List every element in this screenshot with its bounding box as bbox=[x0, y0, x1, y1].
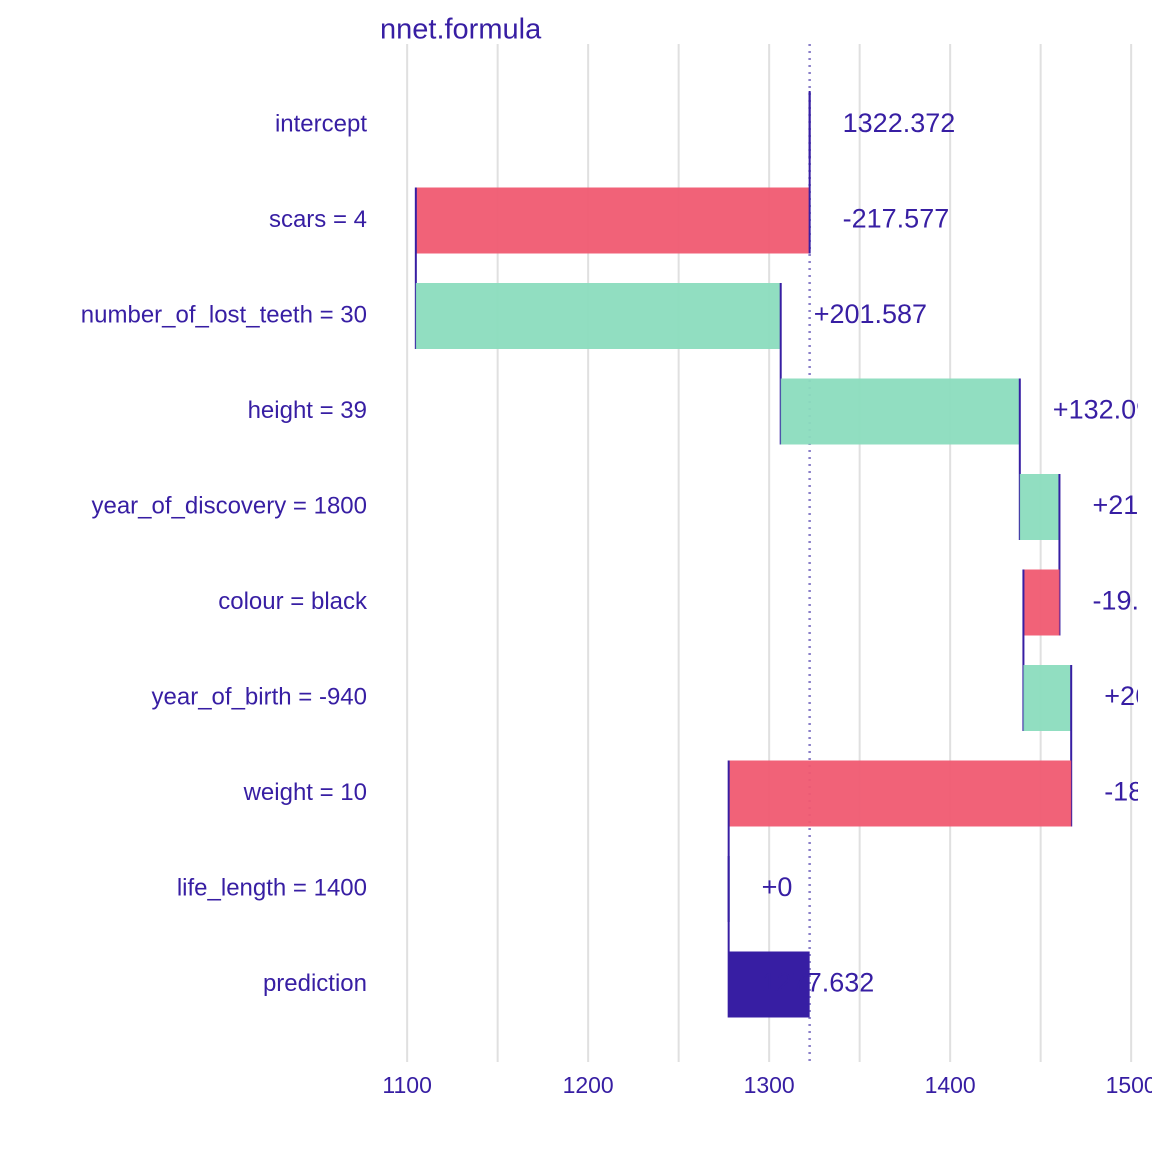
value-label: -19.902 bbox=[1092, 586, 1152, 616]
value-label: +21.905 bbox=[1092, 490, 1152, 520]
value-label: -217.577 bbox=[843, 204, 950, 234]
value-label: +26.397 bbox=[1104, 681, 1152, 711]
category-label: life_length = 1400 bbox=[177, 874, 367, 901]
category-label: colour = black bbox=[218, 588, 368, 615]
bar bbox=[780, 378, 1020, 445]
bar bbox=[1019, 474, 1060, 540]
x-tick-label: 1500 bbox=[1106, 1072, 1152, 1098]
bar bbox=[728, 951, 810, 1018]
bar bbox=[415, 283, 781, 349]
category-label: prediction bbox=[263, 970, 367, 997]
x-tick-label: 1300 bbox=[744, 1072, 795, 1098]
plot-area: 1322.372 -217.577 +201.587 +132.098 +21.905 -… bbox=[414, 44, 1152, 1062]
value-label: +132.098 bbox=[1053, 395, 1152, 425]
category-label: height = 39 bbox=[248, 397, 367, 424]
category-label: scars = 4 bbox=[269, 206, 367, 233]
category-label: year_of_birth = -940 bbox=[152, 683, 367, 710]
chart-title: nnet.formula bbox=[380, 14, 542, 46]
x-tick-label: 1100 bbox=[382, 1072, 431, 1098]
bar bbox=[1023, 569, 1060, 636]
category-label: weight = 10 bbox=[243, 779, 367, 806]
value-label: -189.248 bbox=[1104, 777, 1152, 807]
x-tick-label: 1200 bbox=[563, 1072, 614, 1098]
value-label: 1277.632 bbox=[762, 968, 875, 998]
bar bbox=[415, 187, 810, 254]
category-label: intercept bbox=[275, 110, 367, 137]
x-tick-label: 1400 bbox=[925, 1072, 976, 1098]
bar bbox=[1023, 665, 1072, 731]
value-label: 1322.372 bbox=[843, 108, 956, 138]
category-label: number_of_lost_teeth = 30 bbox=[81, 301, 367, 328]
bar bbox=[728, 760, 1072, 827]
value-label: +0 bbox=[762, 872, 793, 902]
category-label: year_of_discovery = 1800 bbox=[91, 492, 367, 519]
value-label: +201.587 bbox=[814, 299, 927, 329]
